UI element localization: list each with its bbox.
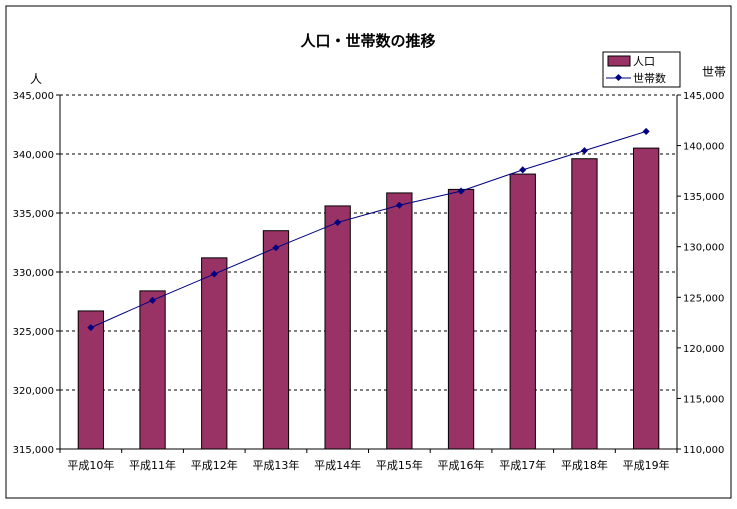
left-tick-label: 345,000 [13, 91, 54, 102]
households-point [395, 201, 403, 209]
left-tick-label: 325,000 [13, 327, 54, 338]
left-tick-label: 340,000 [13, 150, 54, 161]
left-axis-label: 人 [30, 72, 42, 86]
legend-population-label: 人口 [633, 55, 655, 68]
x-tick-label: 平成14年 [314, 458, 361, 472]
x-tick-label: 平成16年 [438, 458, 485, 472]
right-axis-label: 世帯 [702, 65, 726, 79]
chart-title: 人口・世帯数の推移 [300, 32, 435, 50]
x-tick-label: 平成15年 [376, 458, 423, 472]
left-tick-label: 315,000 [13, 445, 54, 456]
axes: 315,000 320,000 325,000 330,000 335,000 340,0… [13, 91, 725, 472]
population-bar [139, 290, 166, 450]
x-tick-label: 平成11年 [129, 458, 176, 472]
households-point [457, 187, 465, 195]
right-tick-label: 130,000 [683, 243, 724, 254]
households-point [642, 127, 650, 135]
legend-households-label: 世帯数 [633, 72, 666, 85]
households-point [272, 244, 280, 252]
population-bar [77, 310, 104, 450]
x-tick-label: 平成10年 [67, 458, 114, 472]
population-bar [324, 205, 351, 450]
right-tick-label: 125,000 [683, 293, 724, 304]
x-tick-label: 平成19年 [623, 458, 670, 472]
left-tick-label: 335,000 [13, 209, 54, 220]
households-point [580, 147, 588, 155]
population-bar [262, 230, 290, 450]
legend-line-marker [614, 73, 623, 82]
x-tick-label: 平成18年 [561, 458, 608, 472]
population-bars [77, 147, 660, 450]
households-point [334, 218, 342, 226]
right-tick-label: 115,000 [683, 394, 724, 405]
x-tick-label: 平成12年 [191, 458, 238, 472]
chart-border [5, 5, 732, 499]
households-point [149, 296, 157, 304]
left-tick-label: 320,000 [13, 386, 54, 397]
population-bar [201, 257, 228, 450]
right-tick-label: 145,000 [683, 91, 724, 102]
population-bar [509, 173, 536, 450]
left-tick-label: 330,000 [13, 268, 54, 279]
population-bar [633, 147, 660, 450]
households-point [87, 324, 95, 332]
households-point [210, 270, 218, 278]
population-bar [386, 192, 413, 450]
legend-bar-swatch [607, 55, 631, 67]
households-polyline [90, 130, 647, 329]
right-tick-label: 135,000 [683, 192, 724, 203]
right-tick-label: 110,000 [683, 445, 724, 456]
households-line [87, 127, 650, 332]
legend: 人口 世帯数 [602, 51, 681, 88]
households-point [519, 166, 527, 174]
population-bar [571, 158, 598, 450]
population-bar [447, 188, 475, 450]
x-tick-label: 平成13年 [252, 458, 299, 472]
x-tick-label: 平成17年 [499, 458, 546, 472]
right-tick-label: 120,000 [683, 344, 724, 355]
right-tick-label: 140,000 [683, 142, 724, 153]
